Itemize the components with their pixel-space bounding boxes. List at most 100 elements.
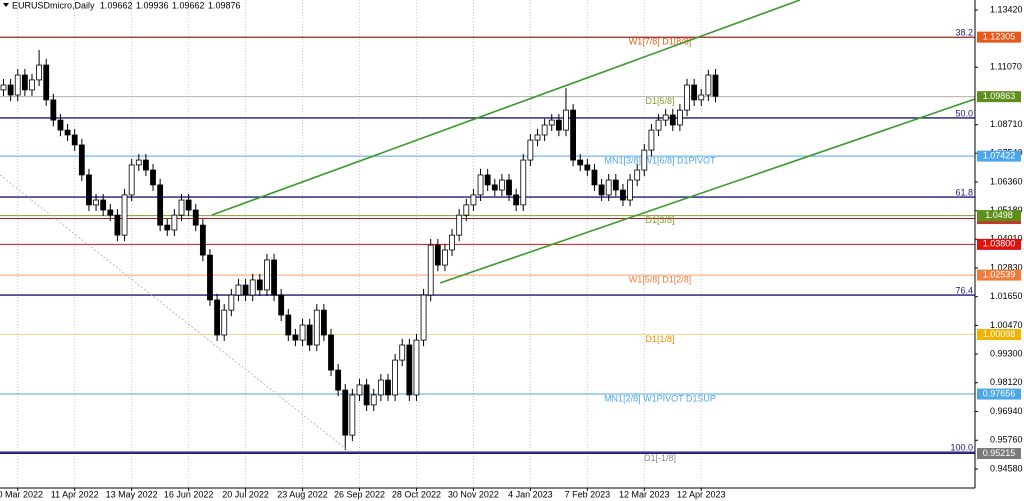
- level-text: MN1[2/8] W1PIVOT D1SUP: [604, 393, 716, 403]
- candle-body: [285, 314, 292, 336]
- y-tick-label: 1.01650: [990, 291, 1023, 301]
- candle-body: [150, 169, 156, 186]
- candle-body: [299, 324, 306, 341]
- x-tick-label: 13 May 2022: [106, 489, 158, 499]
- candle-body: [43, 64, 50, 101]
- candle-body: [620, 189, 626, 201]
- candle-body: [107, 209, 114, 216]
- candle-body: [463, 204, 470, 216]
- candle-body: [591, 169, 598, 186]
- price-box-label: 0.97656: [983, 388, 1016, 398]
- candle-body: [548, 119, 555, 126]
- candle-body: [427, 244, 434, 296]
- candle-body: [199, 224, 206, 256]
- candle-body: [235, 284, 242, 296]
- candle-body: [712, 74, 719, 97]
- channel-lower: [439, 98, 976, 284]
- candle-body: [691, 84, 698, 101]
- candle-body: [506, 179, 512, 196]
- candle-body: [0, 84, 7, 91]
- price-box-label: 1.12305: [983, 32, 1016, 42]
- candle-body: [278, 294, 285, 316]
- candle-body: [142, 159, 149, 171]
- candle-body: [228, 294, 235, 311]
- candle-body: [413, 339, 420, 396]
- level-text: D1[3/8]: [645, 215, 674, 225]
- candle-body: [641, 149, 648, 171]
- candle-body: [114, 214, 121, 236]
- symbol: EURUSDmicro,Daily: [12, 0, 95, 10]
- candle-body: [449, 234, 455, 251]
- x-tick-label: 20 Jul 2022: [222, 489, 269, 499]
- candle-body: [570, 109, 576, 161]
- candle-body: [78, 144, 85, 176]
- header-value: 1.09936: [136, 0, 169, 10]
- candle-body: [157, 184, 164, 226]
- candle-body: [128, 164, 135, 196]
- y-tick-label: 1.04010: [990, 234, 1023, 244]
- candle-body: [655, 119, 662, 131]
- price-box-label: 1.02539: [983, 269, 1016, 279]
- candle-body: [399, 344, 406, 361]
- candle-body: [698, 94, 705, 101]
- candle-body: [178, 199, 185, 216]
- candle-body: [135, 159, 142, 166]
- x-tick-label: 12 Apr 2023: [677, 489, 726, 499]
- y-tick-label: 0.94580: [990, 463, 1023, 473]
- candles: [0, 49, 719, 450]
- candle-body: [705, 74, 712, 96]
- x-tick-label: 12 Mar 2023: [619, 489, 670, 499]
- grid: [17, 0, 702, 488]
- candle-body: [86, 174, 92, 206]
- candle-body: [377, 379, 384, 396]
- candle-body: [328, 334, 334, 371]
- x-tick-label: 30 Nov 2022: [448, 489, 499, 499]
- candle-body: [420, 294, 427, 341]
- candle-body: [221, 309, 228, 336]
- fib-label: 38.2: [955, 28, 973, 38]
- candle-body: [669, 114, 676, 126]
- x-tick-label: 4 Jan 2023: [508, 489, 553, 499]
- level-text: D1[5/8]: [645, 96, 674, 106]
- price-box-label: 1.0498: [985, 210, 1013, 220]
- price-box-label: 1.03800: [983, 239, 1016, 249]
- candle-body: [498, 179, 505, 191]
- fib-label: 61.8: [955, 187, 973, 197]
- candle-body: [577, 159, 584, 166]
- candle-body: [406, 344, 413, 396]
- price-boxes: 1.123051.098631.074221.048601.04981.0380…: [977, 31, 1021, 460]
- candle-body: [207, 254, 213, 301]
- menu-arrow: [3, 3, 9, 7]
- x-tick-label: 7 Feb 2023: [565, 489, 611, 499]
- level-text: W1[5/8] D1[2/8]: [629, 274, 692, 284]
- y-tick-label: 1.08710: [990, 119, 1023, 129]
- candle-body: [242, 284, 249, 296]
- price-box: [977, 329, 1021, 341]
- candle-body: [29, 79, 35, 91]
- y-tick-label: 0.99300: [990, 348, 1023, 358]
- candle-body: [392, 359, 399, 396]
- fib-label: 100.0: [950, 443, 973, 453]
- header-values: 1.09662 1.09936 1.09662 1.09876: [100, 0, 241, 10]
- y-tick-label: 1.02830: [990, 262, 1023, 272]
- candle-body: [100, 199, 107, 211]
- channel-upper: [211, 0, 801, 216]
- candle-body: [584, 164, 591, 171]
- candle-body: [520, 159, 527, 206]
- candle-body: [541, 124, 548, 136]
- candle-body: [192, 209, 199, 226]
- candle-body: [513, 194, 520, 206]
- candle-body: [121, 194, 128, 236]
- y-tick-label: 1.13420: [990, 4, 1023, 14]
- candle-body: [214, 299, 221, 336]
- candle-body: [264, 259, 270, 291]
- price-box: [977, 31, 1021, 43]
- x-tick-label: 28 Oct 2022: [392, 489, 441, 499]
- price-box: [977, 388, 1021, 400]
- level-text: D1[-1/8]: [644, 453, 676, 463]
- candle-body: [662, 114, 669, 121]
- y-tick-label: 0.96940: [990, 406, 1023, 416]
- candle-body: [598, 184, 605, 196]
